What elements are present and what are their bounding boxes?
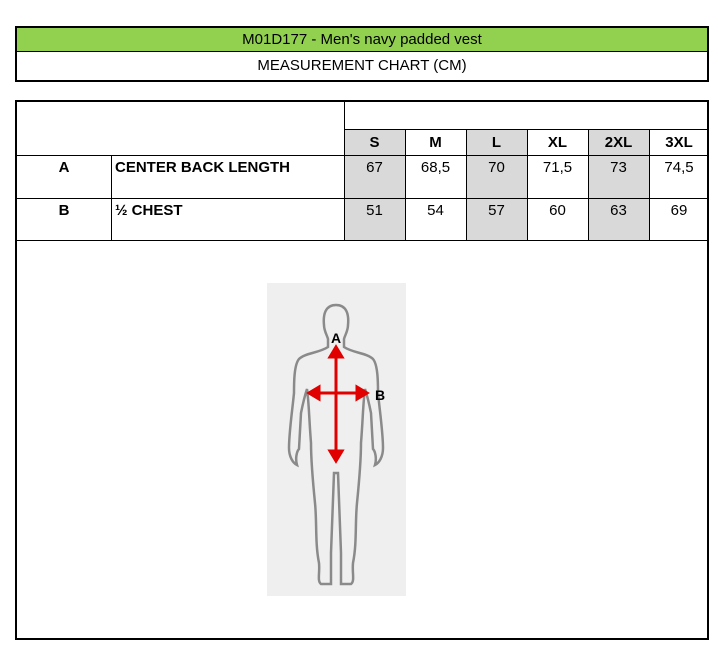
grid-line bbox=[17, 155, 709, 156]
row-code: B bbox=[58, 202, 70, 219]
measurement-table: S M L XL 2XL 3XL A CENTER BACK LENGTH 67 68,5 70 71… bbox=[15, 100, 709, 640]
table-cell: 63 bbox=[610, 202, 627, 219]
label-a: A bbox=[331, 330, 342, 346]
table-cell: 70 bbox=[488, 159, 505, 176]
table-cell: 57 bbox=[488, 202, 505, 219]
body-figure: A B bbox=[267, 283, 406, 596]
table-cell: 54 bbox=[427, 202, 444, 219]
table-cell: 68,5 bbox=[420, 159, 451, 176]
grid-line bbox=[111, 155, 112, 240]
size-header-3xl: 3XL bbox=[665, 133, 693, 151]
row-label: ½ CHEST bbox=[115, 202, 183, 219]
label-b: B bbox=[375, 387, 386, 403]
grid-line bbox=[17, 240, 709, 241]
size-header-xl: XL bbox=[547, 133, 568, 151]
grid-line bbox=[344, 102, 345, 240]
grid-line bbox=[527, 129, 528, 240]
header-box: M01D177 - Men's navy padded vest MEASURE… bbox=[15, 26, 709, 82]
size-header-2xl: 2XL bbox=[604, 133, 633, 151]
grid-line bbox=[588, 129, 589, 240]
row-label: CENTER BACK LENGTH bbox=[115, 159, 290, 176]
table-cell: 60 bbox=[549, 202, 566, 219]
shaded-column bbox=[466, 129, 527, 240]
size-header-m: M bbox=[429, 133, 442, 151]
table-cell: 74,5 bbox=[664, 159, 694, 176]
grid-line bbox=[649, 129, 650, 240]
grid-line bbox=[405, 129, 406, 240]
human-silhouette-icon bbox=[287, 303, 385, 586]
grid-line bbox=[466, 129, 467, 240]
table-cell: 67 bbox=[366, 159, 383, 176]
product-title: M01D177 - Men's navy padded vest bbox=[17, 28, 707, 52]
size-header-s: S bbox=[369, 133, 380, 151]
shaded-column bbox=[588, 129, 649, 240]
table-cell: 73 bbox=[610, 159, 627, 176]
table-cell: 69 bbox=[670, 202, 688, 219]
grid-line bbox=[17, 198, 709, 199]
table-cell: 51 bbox=[366, 202, 383, 219]
chart-subtitle: MEASUREMENT CHART (CM) bbox=[257, 57, 467, 74]
row-code: A bbox=[58, 159, 70, 176]
table-cell: 71,5 bbox=[542, 159, 573, 176]
shaded-column bbox=[344, 129, 405, 240]
size-header-l: L bbox=[491, 133, 502, 151]
grid-line bbox=[344, 129, 709, 130]
